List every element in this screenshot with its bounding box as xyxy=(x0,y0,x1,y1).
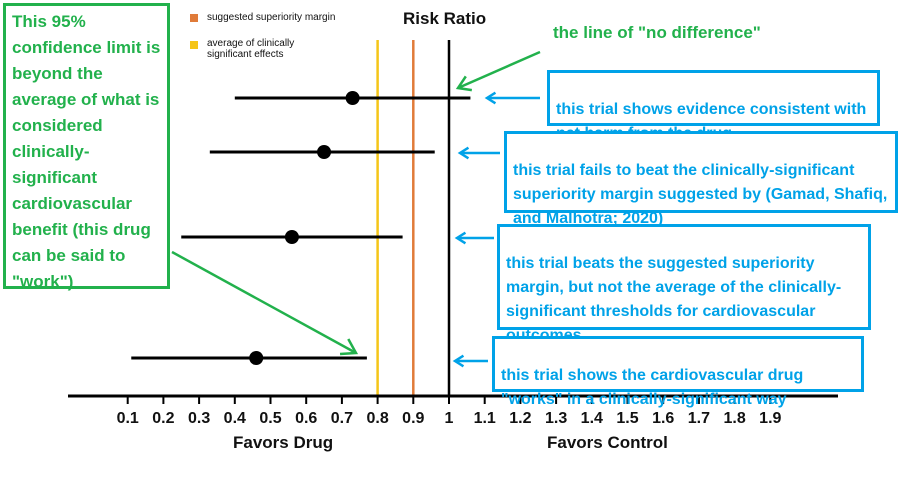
trial-3-arrow-head xyxy=(454,231,467,245)
chart-title: Risk Ratio xyxy=(403,9,487,28)
x-tick-label: 0.3 xyxy=(188,410,210,427)
trial-4-estimate xyxy=(249,351,264,365)
trial-note-3-text: this trial beats the suggested superiori… xyxy=(506,255,842,344)
no-difference-annotation: the line of "no difference" xyxy=(553,23,761,42)
no-difference-arrow-head xyxy=(455,75,473,92)
left-annotation-text: This 95% confidence limit is beyond the … xyxy=(12,12,161,291)
trial-note-2-text: this trial fails to beat the clinically-… xyxy=(513,162,888,227)
legend-clinical-label: average of clinically significant effect… xyxy=(207,38,295,60)
x-tick-label: 1.1 xyxy=(474,410,496,427)
left-note-arrow xyxy=(171,250,357,355)
x-tick-label: 0.6 xyxy=(295,410,317,427)
x-tick-label: 1.7 xyxy=(688,410,710,427)
trial-note-1: this trial shows evidence consistent wit… xyxy=(547,70,880,142)
trial-2-arrow-head xyxy=(457,146,470,160)
left-annotation-box: This 95% confidence limit is beyond the … xyxy=(3,3,170,291)
x-label-favors-control: Favors Control xyxy=(547,433,668,452)
left-note-arrow-head xyxy=(339,338,359,356)
x-tick-label: 0.7 xyxy=(331,410,353,427)
x-tick-label: 0.5 xyxy=(259,410,281,427)
trial-1-arrow-head xyxy=(484,91,497,105)
legend-swatch-orange xyxy=(190,14,198,22)
x-tick-label: 0.9 xyxy=(402,410,424,427)
x-tick-label: 1.3 xyxy=(545,410,567,427)
x-tick-label: 1.6 xyxy=(652,410,674,427)
x-tick-label: 1.2 xyxy=(509,410,531,427)
x-tick-label: 1.8 xyxy=(723,410,745,427)
x-tick-label: 1.5 xyxy=(616,410,638,427)
x-tick-label: 0.1 xyxy=(117,410,139,427)
trial-note-3: this trial beats the suggested superiori… xyxy=(497,224,871,344)
x-tick-label: 1.9 xyxy=(759,410,781,427)
x-tick-label: 1.4 xyxy=(581,410,603,427)
x-tick-label: 0.2 xyxy=(152,410,174,427)
trial-note-2: this trial fails to beat the clinically-… xyxy=(504,131,898,227)
no-difference-arrow xyxy=(457,50,541,90)
trial-1-estimate xyxy=(345,91,360,105)
trial-4-arrow-head xyxy=(452,354,465,368)
trial-3-estimate xyxy=(284,230,299,244)
x-tick-label: 0.4 xyxy=(224,410,246,427)
trial-note-4-text: this trial shows the cardiovascular drug… xyxy=(501,367,804,408)
legend-superiority-label: suggested superiority margin xyxy=(207,12,336,23)
trial-2-estimate xyxy=(317,145,332,159)
legend-swatch-yellow xyxy=(190,41,198,49)
x-tick-label: 0.8 xyxy=(366,410,388,427)
x-tick-label: 1 xyxy=(445,410,454,427)
x-label-favors-drug: Favors Drug xyxy=(233,433,334,452)
trial-note-4: this trial shows the cardiovascular drug… xyxy=(492,336,864,408)
